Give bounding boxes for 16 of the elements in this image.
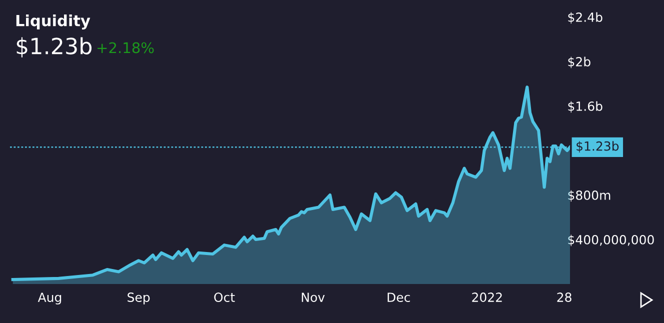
x-tick-label: Nov [302, 292, 325, 302]
x-tick-label: Sep [128, 292, 150, 304]
y-tick-label: $2b [568, 56, 590, 68]
annotation: +2.18% [98, 42, 154, 54]
ref-line-label: $1.23b [576, 141, 619, 152]
x-tick-label: Aug [38, 292, 62, 304]
y-tick-label: $400,000,000 [568, 234, 654, 246]
chart-title: Liquidity [16, 14, 90, 30]
x-tick-label: Dec [388, 292, 410, 302]
x-tick-label: 28 [557, 292, 572, 302]
text: $1.23b [16, 37, 92, 58]
y-tick-label: $1.6b [568, 101, 602, 113]
y-tick-label: $800m [568, 190, 610, 202]
x-tick-label: Oct [214, 292, 235, 302]
y-tick-label: $2.4b [568, 12, 602, 24]
x-tick-label: 2022 [472, 292, 502, 302]
